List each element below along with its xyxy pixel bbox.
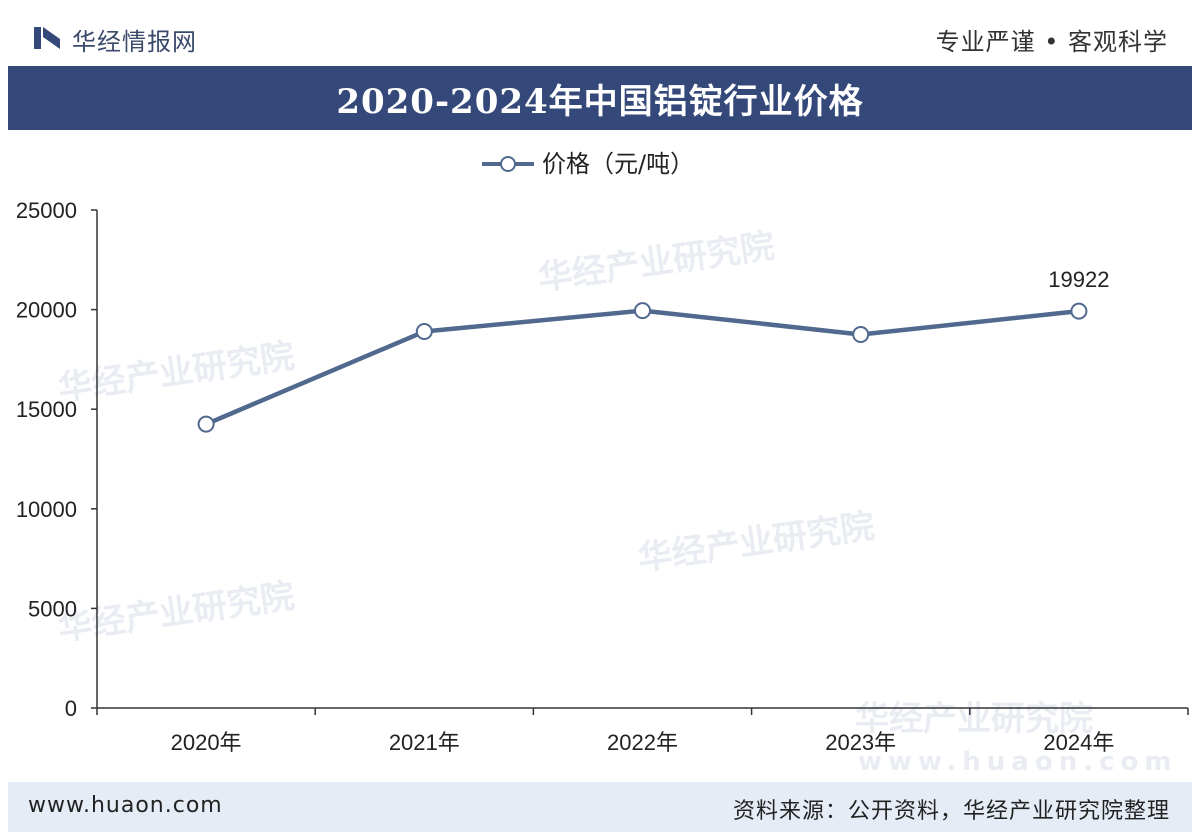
series-line: [205, 308, 1080, 427]
data-point: [1070, 302, 1088, 320]
footer-bar: www.huaon.com 资料来源：公开资料，华经产业研究院整理: [8, 782, 1192, 832]
footer-url: www.huaon.com: [28, 793, 223, 818]
x-tick-label: 2022年: [607, 730, 678, 755]
legend: 价格（元/吨）: [482, 150, 694, 178]
plot-area: 19922: [197, 267, 1109, 433]
footer-source: 资料来源：公开资料，华经产业研究院整理: [732, 799, 1170, 824]
logo-text: 华经情报网: [72, 28, 197, 56]
title-bar: 2020-2024年中国铝锭行业价格: [8, 66, 1192, 130]
watermark-text: 华经产业研究院: [536, 226, 777, 299]
watermark-text: 华经产业研究院: [855, 699, 1093, 739]
y-tick-label: 10000: [16, 497, 77, 522]
legend-label: 价格（元/吨）: [542, 150, 694, 178]
watermark-text: 华经产业研究院: [56, 336, 297, 409]
watermark-text: 华经产业研究院: [56, 576, 297, 649]
x-tick-label: 2024年: [1043, 730, 1114, 755]
x-tick-label: 2021年: [389, 730, 460, 755]
data-point: [197, 415, 215, 433]
line-chart: 华经产业研究院华经产业研究院华经产业研究院华经产业研究院华经产业研究院www.h…: [16, 150, 1189, 777]
y-tick-label: 0: [65, 696, 77, 721]
legend-marker: [500, 156, 516, 172]
watermark-layer: 华经产业研究院华经产业研究院华经产业研究院华经产业研究院华经产业研究院www.h…: [56, 226, 1177, 777]
axes: 0 5000 10000 15000 20000 25000 2020年 2021年 2022年…: [16, 198, 1189, 755]
x-tick-label: 2023年: [825, 730, 896, 755]
top-bar: 华经情报网 专业严谨 • 客观科学: [0, 0, 1200, 64]
data-label: 19922: [1048, 267, 1109, 292]
y-tick-label: 5000: [28, 596, 77, 621]
watermark-url: www.huaon.com: [858, 747, 1177, 777]
watermark-text: 华经产业研究院: [636, 506, 877, 579]
data-point: [852, 326, 870, 343]
y-tick-label: 25000: [16, 198, 77, 223]
y-tick-label: 15000: [16, 397, 77, 422]
data-point: [415, 323, 433, 341]
chart-title: 2020-2024年中国铝锭行业价格: [336, 81, 864, 122]
slogan: 专业严谨 • 客观科学: [935, 28, 1168, 56]
y-tick-label: 20000: [16, 298, 77, 323]
x-tick-label: 2020年: [171, 730, 242, 755]
data-point: [634, 302, 651, 320]
logo-icon: [34, 27, 60, 49]
